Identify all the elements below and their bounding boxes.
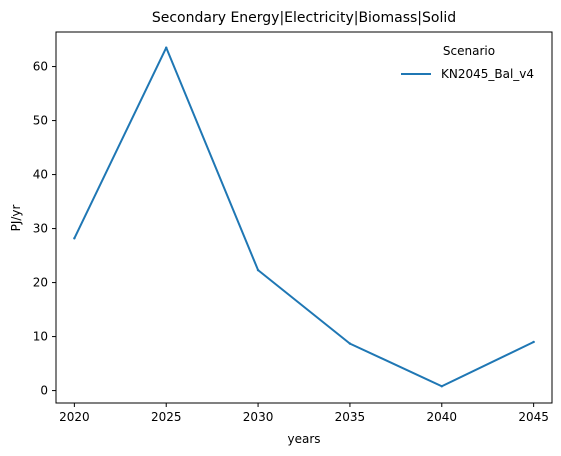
data-point-0-3 [348, 342, 352, 345]
y-axis: 0 10 20 30 40 50 60 [33, 60, 56, 398]
x-tick-label: 2025 [151, 410, 182, 424]
x-tick-label: 2040 [427, 410, 458, 424]
series-layer [73, 46, 535, 388]
y-axis-title: PJ/yr [9, 205, 23, 232]
x-tick-label: 2035 [335, 410, 366, 424]
y-tick-label: 20 [33, 276, 48, 290]
legend-label-kn2045-bal-v4: KN2045_Bal_v4 [441, 67, 534, 81]
y-tick-label: 0 [40, 384, 48, 398]
x-tick-label: 2030 [243, 410, 274, 424]
data-point-0-4 [440, 385, 443, 388]
legend-title: Scenario [443, 44, 495, 58]
y-tick-label: 40 [33, 168, 48, 182]
y-tick-label: 50 [33, 114, 48, 128]
x-axis-title: years [287, 432, 320, 446]
series-line-kn2045-bal-v4 [73, 46, 535, 388]
y-tick-label: 60 [33, 60, 48, 74]
data-point-0-0 [73, 237, 76, 240]
legend: Scenario KN2045_Bal_v4 [401, 44, 534, 81]
chart-title: Secondary Energy|Electricity|Biomass|Sol… [152, 10, 456, 26]
data-point-0-2 [256, 268, 260, 272]
x-tick-label: 2020 [59, 410, 90, 424]
x-tick-label: 2045 [518, 410, 549, 424]
x-axis: 2020 2025 2030 2035 2040 2045 [59, 403, 549, 424]
plot-frame [55, 31, 553, 404]
y-tick-label: 10 [33, 330, 48, 344]
y-tick-label: 30 [33, 222, 48, 236]
data-point-0-1 [165, 46, 168, 49]
data-point-0-5 [532, 340, 535, 344]
